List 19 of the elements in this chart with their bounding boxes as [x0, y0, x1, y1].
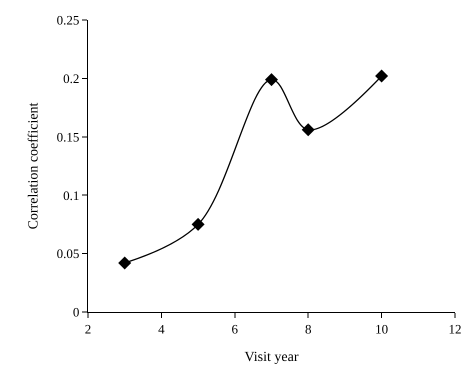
x-tick-label: 4 [158, 322, 166, 337]
x-axis-title: Visit year [244, 350, 299, 365]
y-tick-label: 0.1 [63, 188, 80, 203]
point [265, 73, 278, 86]
x-tick-label: 2 [84, 322, 92, 337]
y-tick-label: 0 [72, 304, 80, 320]
y-tick-label: 0.25 [56, 12, 80, 28]
point [118, 256, 132, 270]
x-tick-label: 6 [232, 322, 239, 337]
x-tick-label: 12 [448, 322, 462, 337]
y-axis-title: Correlation coefficient [26, 102, 42, 230]
y-tick-label: 0.05 [56, 246, 80, 262]
point [192, 218, 205, 231]
x-tick-label: 10 [375, 322, 388, 337]
point [302, 123, 315, 136]
y-tick-label: 0.15 [56, 129, 80, 144]
point [375, 70, 388, 83]
x-tick-label: 8 [304, 322, 312, 337]
y-tick-label: 0.2 [63, 70, 80, 86]
